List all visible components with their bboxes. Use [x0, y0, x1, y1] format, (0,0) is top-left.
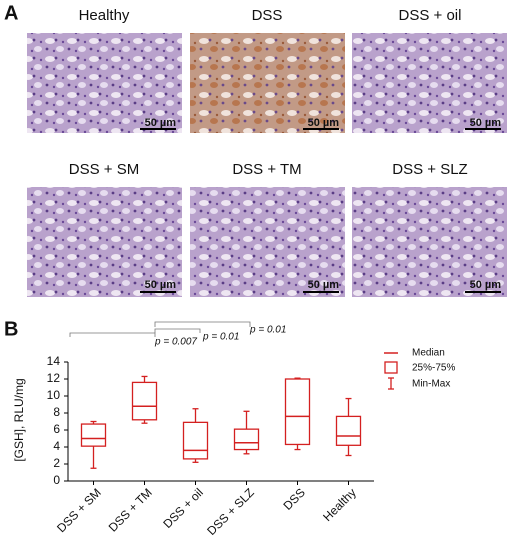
micrograph: DSS + oil 50 µm — [352, 7, 507, 133]
box — [284, 378, 311, 446]
caption: DSS + SLZ — [392, 161, 467, 178]
p-value: p = 0.01 — [249, 325, 286, 336]
x-tick-label: DSS + SM — [54, 485, 104, 535]
box — [335, 415, 362, 446]
scale-bar-label: 50 µm — [308, 279, 340, 291]
panel-label: A — [4, 2, 18, 24]
micrograph: DSS 50 µm — [190, 7, 345, 133]
legend-label: Median — [412, 348, 445, 359]
micrograph: DSS + SM 50 µm — [27, 161, 182, 297]
scale-bar-label: 50 µm — [145, 117, 177, 129]
p-value: p = 0.01 — [202, 332, 239, 343]
micrograph: DSS + TM 50 µm — [190, 161, 345, 297]
p-value: p = 0.007 — [154, 337, 197, 348]
scale-bar-label: 50 µm — [308, 117, 340, 129]
x-tick-label: DSS + oil — [160, 485, 206, 531]
caption: Healthy — [79, 7, 130, 24]
y-tick-label: 0 — [53, 473, 60, 487]
scale-bar-label: 50 µm — [145, 279, 177, 291]
y-tick-label: 8 — [53, 405, 60, 419]
box — [131, 381, 158, 421]
box — [80, 423, 107, 447]
y-tick-label: 4 — [53, 439, 60, 453]
box — [182, 421, 209, 460]
caption: DSS — [252, 7, 283, 24]
y-tick-label: 10 — [47, 388, 61, 402]
y-axis-label: [GSH], RLU/mg — [12, 378, 26, 461]
micrograph: DSS + SLZ 50 µm — [352, 161, 507, 297]
x-tick-label: DSS + SLZ — [204, 485, 257, 538]
significance-brackets — [69, 321, 251, 337]
legend-label: Min-Max — [412, 379, 450, 390]
y-tick-label: 6 — [53, 422, 60, 436]
caption: DSS + oil — [399, 7, 462, 24]
y-tick-label: 2 — [53, 456, 60, 470]
box — [233, 428, 260, 451]
panel-label: B — [4, 318, 18, 340]
micrograph: Healthy 50 µm — [27, 7, 182, 133]
x-tick-label: Healthy — [320, 485, 359, 524]
x-tick-label: DSS — [281, 485, 308, 512]
scale-bar-label: 50 µm — [470, 117, 502, 129]
legend-label: 25%-75% — [412, 363, 455, 374]
x-tick-label: DSS + TM — [106, 485, 155, 534]
caption: DSS + TM — [232, 161, 301, 178]
y-tick-label: 14 — [47, 354, 61, 368]
scale-bar-label: 50 µm — [470, 279, 502, 291]
caption: DSS + SM — [69, 161, 139, 178]
y-tick-label: 12 — [47, 371, 61, 385]
legend-box — [384, 361, 398, 374]
